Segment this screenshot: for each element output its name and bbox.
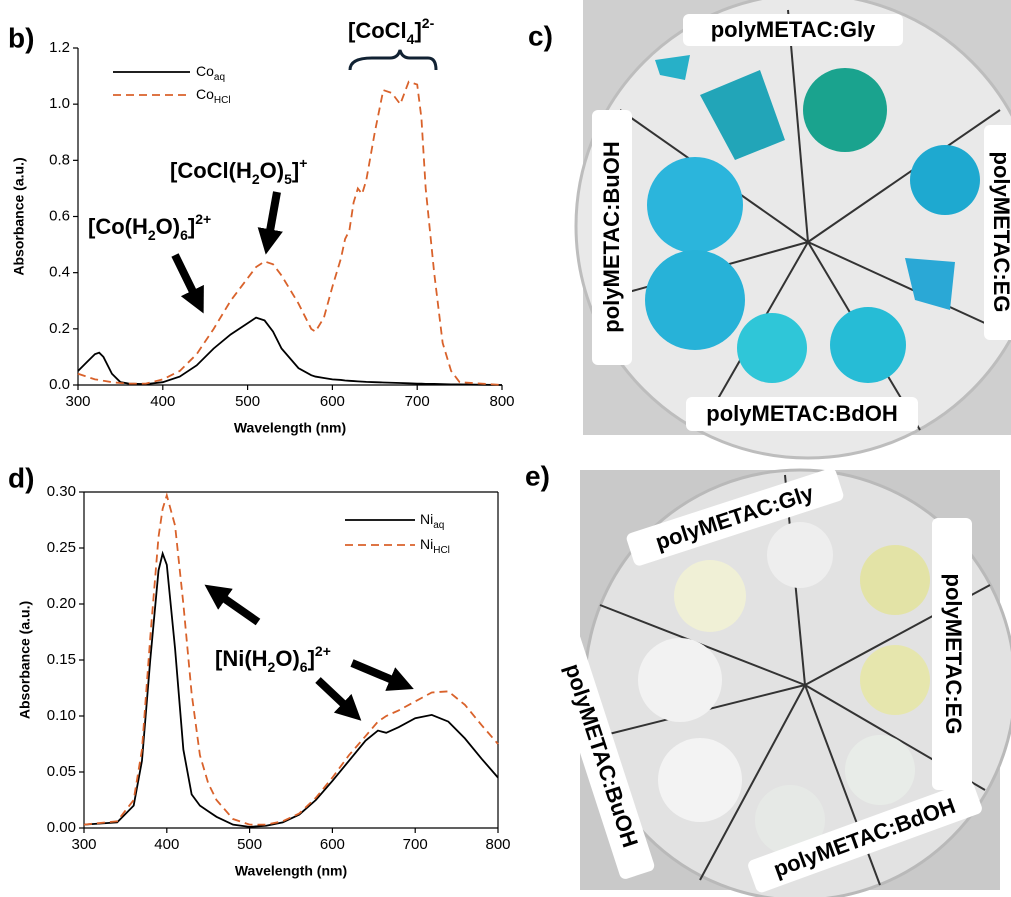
- x-axis-label: Wavelength (nm): [235, 863, 347, 879]
- annotation-part: ]: [414, 18, 421, 43]
- panel-label: c): [528, 20, 553, 51]
- legend-label-part: aq: [214, 72, 225, 83]
- annotation: [Co(H2O)6]2+: [88, 211, 211, 243]
- x-tick-label: 300: [65, 393, 90, 410]
- legend-label-part: aq: [433, 520, 444, 531]
- x-tick-label: 400: [154, 836, 179, 853]
- sample-disc: [645, 250, 745, 350]
- sample-disc: [638, 638, 722, 722]
- annotation-part: 2-: [422, 15, 435, 31]
- photo-label: polyMETAC:Gly: [711, 17, 876, 42]
- annotation-part: O): [156, 214, 180, 239]
- x-tick-label: 700: [403, 836, 428, 853]
- annotation-part: ]: [308, 646, 315, 671]
- y-tick-label: 0.6: [49, 207, 70, 224]
- legend-label: NiHCl: [420, 536, 450, 556]
- x-tick-label: 400: [150, 393, 175, 410]
- legend-label-part: Ni: [420, 536, 433, 552]
- photo-label: polyMETAC:EG: [941, 574, 966, 735]
- annotation-part: 5: [284, 171, 292, 187]
- annotation-part: +: [299, 155, 307, 171]
- y-tick-label: 0.30: [47, 483, 76, 500]
- figure: polyMETAC:Gly polyMETAC:BuOH polyMETAC:E…: [0, 0, 1011, 897]
- annotation-part: [CoCl: [348, 18, 407, 43]
- sample-disc: [803, 68, 887, 152]
- sample-disc: [737, 313, 807, 383]
- annotation-part: O): [275, 646, 299, 671]
- y-tick-label: 0.05: [47, 763, 76, 780]
- photo-label: polyMETAC:EG: [989, 152, 1011, 313]
- annotation-part: ]: [188, 214, 195, 239]
- annotation-part: 2+: [315, 643, 331, 659]
- brace: [350, 50, 436, 70]
- annotation-part: [CoCl(H: [170, 158, 252, 183]
- y-tick-label: 0.0: [49, 376, 70, 393]
- panel-label: d): [8, 462, 34, 493]
- legend-label-part: Co: [196, 86, 214, 102]
- legend-label-part: Co: [196, 63, 214, 79]
- y-tick-label: 0.2: [49, 320, 70, 337]
- annotation: [Ni(H2O)6]2+: [215, 643, 331, 675]
- x-tick-label: 700: [405, 393, 430, 410]
- sample-disc: [845, 735, 915, 805]
- x-axis-label: Wavelength (nm): [234, 420, 346, 436]
- sample-disc: [674, 560, 746, 632]
- x-tick-label: 500: [235, 393, 260, 410]
- y-tick-label: 0.10: [47, 707, 76, 724]
- annotation-part: 2: [148, 227, 156, 243]
- annotation-part: 2: [268, 659, 276, 675]
- photo-c: polyMETAC:Gly polyMETAC:BuOH polyMETAC:E…: [576, 0, 1011, 458]
- annotation: [CoCl(H2O)5]+: [170, 155, 307, 187]
- y-tick-label: 0.15: [47, 651, 76, 668]
- panel-label: e): [525, 460, 550, 491]
- x-tick-label: 800: [489, 393, 514, 410]
- y-tick-label: 0.25: [47, 539, 76, 556]
- y-tick-label: 0.00: [47, 819, 76, 836]
- annotation-part: ]: [292, 158, 299, 183]
- annotation-part: [Ni(H: [215, 646, 268, 671]
- panel-label: b): [8, 22, 34, 53]
- legend-label: Coaq: [196, 63, 225, 83]
- legend-label-part: HCl: [214, 95, 231, 106]
- arrows: [175, 192, 402, 712]
- data-line: [78, 318, 502, 385]
- sample-disc: [910, 145, 980, 215]
- annotation-part: 6: [300, 659, 308, 675]
- y-axis-label: Absorbance (a.u.): [17, 601, 33, 719]
- annotation-part: 6: [180, 227, 188, 243]
- annotation-part: 4: [407, 31, 415, 47]
- annotation: [CoCl4]2-: [348, 15, 435, 47]
- y-tick-label: 0.8: [49, 151, 70, 168]
- sample-disc: [658, 738, 742, 822]
- sample-disc: [647, 157, 743, 253]
- legend-label: Niaq: [420, 511, 444, 531]
- annotation-part: 2: [252, 171, 260, 187]
- legend-label-part: HCl: [433, 545, 450, 556]
- x-tick-label: 800: [485, 836, 510, 853]
- legend-label: CoHCl: [196, 86, 231, 106]
- photo-e: polyMETAC:Gly polyMETAC:EG polyMETAC:BuO…: [544, 467, 1011, 897]
- photo-label: polyMETAC:BuOH: [599, 141, 624, 332]
- y-tick-label: 1.2: [49, 39, 70, 56]
- y-axis-label: Absorbance (a.u.): [11, 157, 27, 275]
- y-tick-label: 0.4: [49, 264, 70, 281]
- annotation-part: 2+: [195, 211, 211, 227]
- x-tick-label: 600: [320, 393, 345, 410]
- x-tick-label: 500: [237, 836, 262, 853]
- sample-disc: [860, 645, 930, 715]
- sample-disc: [767, 522, 833, 588]
- sample-disc: [830, 307, 906, 383]
- annotation-part: [Co(H: [88, 214, 148, 239]
- photo-label: polyMETAC:BdOH: [706, 401, 897, 426]
- y-tick-label: 1.0: [49, 95, 70, 112]
- sample-disc: [860, 545, 930, 615]
- x-tick-label: 600: [320, 836, 345, 853]
- y-tick-label: 0.20: [47, 595, 76, 612]
- annotation-part: O): [260, 158, 284, 183]
- x-tick-label: 300: [71, 836, 96, 853]
- legend-label-part: Ni: [420, 511, 433, 527]
